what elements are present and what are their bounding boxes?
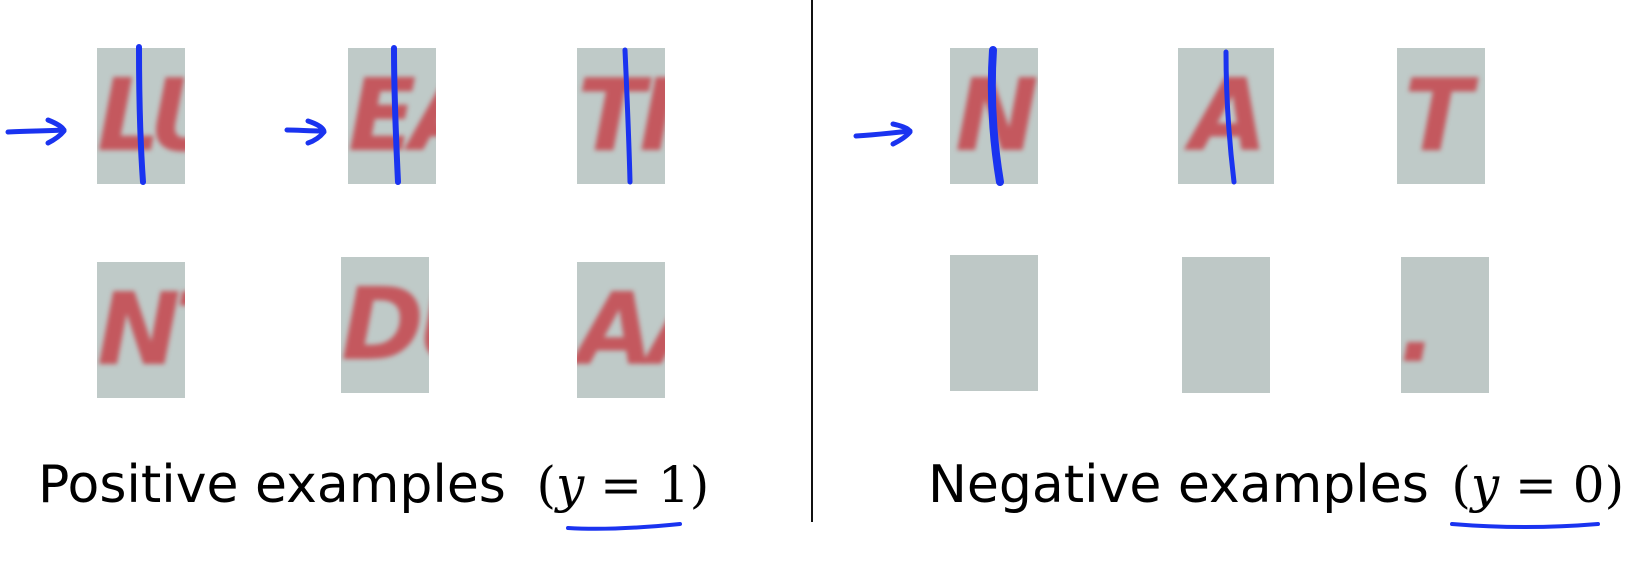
label-value: = 0	[1499, 456, 1605, 514]
vertical-stroke	[622, 47, 633, 185]
arrow-icon	[284, 118, 327, 146]
patch-glyph: AA	[577, 271, 665, 388]
divider-line	[811, 0, 813, 522]
patch-glyph: T	[1403, 57, 1472, 174]
underline-stroke	[1450, 522, 1600, 529]
positive-patch-6: AA	[577, 262, 665, 398]
paren-close: )	[689, 456, 710, 514]
negative-patch-6: .	[1401, 257, 1489, 393]
patch-glyph: DU	[341, 266, 429, 383]
arrow-icon	[853, 121, 913, 147]
arrow-icon	[5, 117, 67, 146]
negative-label: (y = 0)	[1451, 456, 1624, 514]
positive-patch-4: NT	[97, 262, 185, 398]
paren-open: (	[536, 456, 556, 514]
positive-caption: Positive examples (y = 1)	[38, 455, 709, 515]
patch-glyph: TI	[577, 57, 665, 174]
underline-stroke	[566, 522, 682, 531]
vertical-stroke	[136, 44, 146, 185]
patch-glyph: NT	[97, 271, 185, 388]
negative-caption-text: Negative examples	[928, 455, 1429, 515]
patch-glyph: .	[1401, 268, 1437, 385]
paren-open: (	[1451, 456, 1471, 514]
paren-close: )	[1604, 456, 1625, 514]
positive-patch-5: DU	[341, 257, 429, 393]
label-value: = 1	[584, 456, 690, 514]
vertical-stroke	[987, 46, 1004, 186]
negative-patch-5	[1182, 257, 1270, 393]
label-variable: y	[1470, 456, 1500, 514]
label-variable: y	[555, 456, 585, 514]
vertical-stroke	[391, 45, 401, 185]
vertical-stroke	[1223, 49, 1237, 185]
positive-caption-text: Positive examples	[38, 455, 506, 515]
positive-patch-2: EA	[348, 48, 436, 184]
negative-patch-4	[950, 255, 1038, 391]
negative-caption: Negative examples (y = 0)	[928, 455, 1624, 515]
positive-label: (y = 1)	[536, 456, 709, 514]
negative-patch-3: T	[1397, 48, 1485, 184]
positive-patch-3: TI	[577, 48, 665, 184]
